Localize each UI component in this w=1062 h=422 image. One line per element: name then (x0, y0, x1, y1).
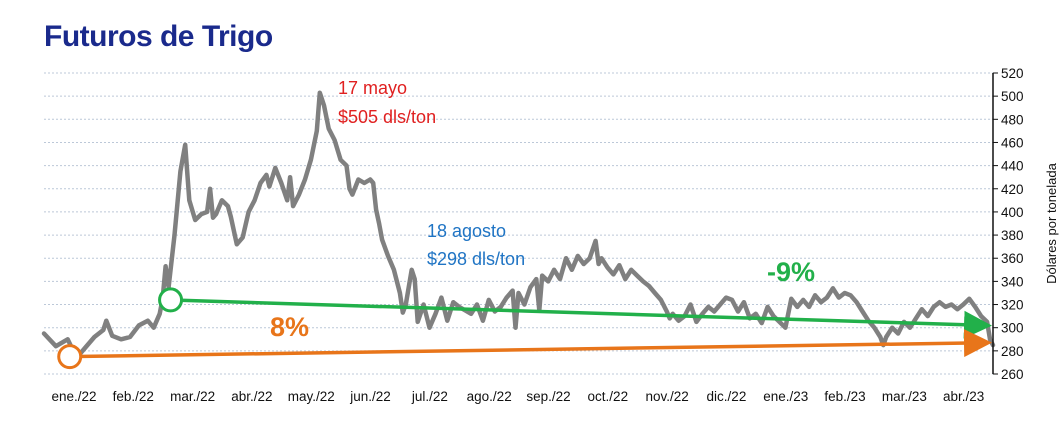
y-tick-label: 360 (1001, 251, 1024, 266)
y-tick-label: 440 (1001, 159, 1024, 174)
x-axis-ticks: ene./22 feb./22 mar./22 abr./22 may./22 jun./… (51, 389, 984, 404)
x-tick-label: jun./22 (349, 389, 391, 404)
y-tick-label: 420 (1001, 182, 1024, 197)
x-tick-label: oct./22 (588, 389, 629, 404)
trend-layer (57, 287, 992, 370)
x-tick-label: mar./23 (882, 389, 927, 404)
x-tick-label: feb./23 (824, 389, 865, 404)
x-tick-label: jul./22 (411, 389, 448, 404)
x-tick-label: ago./22 (467, 389, 512, 404)
x-tick-label: mar./22 (170, 389, 215, 404)
y-tick-label: 260 (1001, 367, 1024, 382)
y-tick-label: 280 (1001, 344, 1024, 359)
y-tick-label: 400 (1001, 205, 1024, 220)
y-tick-label: 520 (1001, 66, 1024, 81)
y-tick-label: 380 (1001, 228, 1024, 243)
chart-title: Futuros de Trigo (44, 20, 273, 53)
x-tick-label: may./22 (288, 389, 335, 404)
y-axis-ticks: 520 500 480 460 440 420 400 380 360 340 320 300 280 2… (993, 66, 1024, 382)
series-layer (41, 90, 996, 361)
gridlines (44, 72, 993, 375)
x-tick-label: feb./22 (113, 389, 154, 404)
y-tick-label: 500 (1001, 89, 1024, 104)
x-tick-label: ene./23 (763, 389, 808, 404)
x-tick-label: dic./22 (707, 389, 747, 404)
x-tick-label: sep./22 (526, 389, 570, 404)
annotation-change-8: 8% (270, 312, 309, 342)
x-tick-label: nov./22 (645, 389, 688, 404)
marker-circle-orange (57, 344, 83, 370)
y-tick-label: 320 (1001, 298, 1024, 313)
x-tick-label: abr./23 (943, 389, 984, 404)
y-tick-label: 480 (1001, 112, 1024, 127)
annotation-august-date: 18 agosto (427, 221, 506, 241)
x-tick-label: ene./22 (51, 389, 96, 404)
annotation-may-price: $505 dls/ton (338, 107, 436, 127)
y-tick-label: 460 (1001, 135, 1024, 150)
annotation-august-price: $298 dls/ton (427, 249, 525, 269)
y-axis-label: Dólares por tonelada (1044, 162, 1059, 283)
trend-arrow-increase (67, 329, 992, 359)
x-tick-label: abr./22 (231, 389, 272, 404)
y-tick-label: 340 (1001, 274, 1024, 289)
trend-arrow-decrease (168, 298, 992, 339)
annotation-change-minus-9: -9% (767, 257, 815, 287)
annotation-may-date: 17 mayo (338, 78, 407, 98)
series-line-wheat-price (41, 90, 996, 361)
y-tick-label: 300 (1001, 321, 1024, 336)
marker-circle-green (158, 287, 184, 313)
